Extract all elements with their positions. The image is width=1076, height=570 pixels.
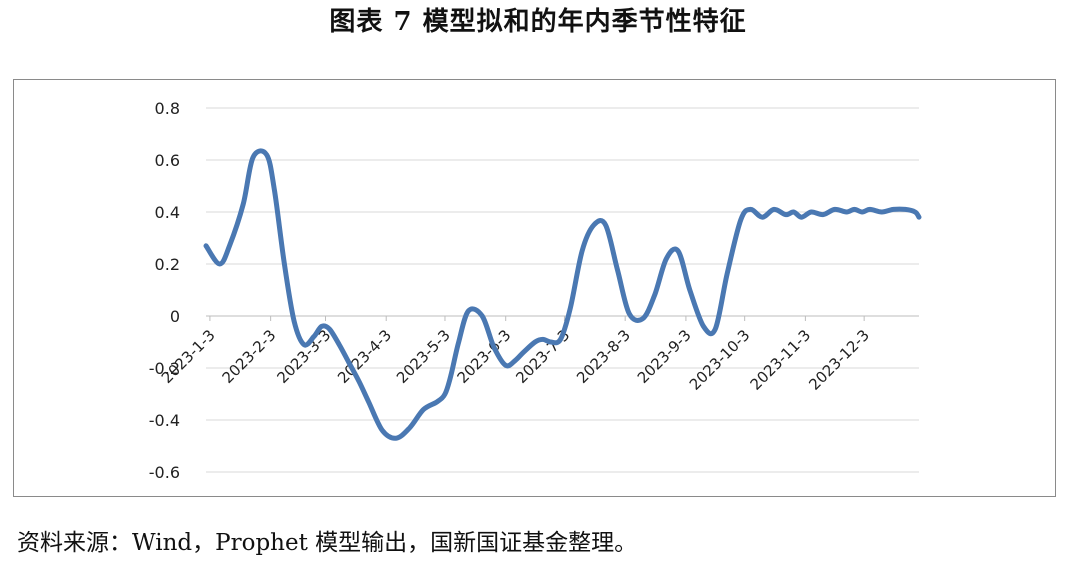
y-axis-ticks: -0.6 -0.4 -0.2 0 0.2 0.4 0.6 0.8 [149, 99, 180, 482]
x-tick-label: 2023-3-3 [273, 326, 334, 387]
y-tick-label: -0.4 [149, 411, 180, 430]
grid-lines [206, 107, 919, 473]
y-tick-label: -0.2 [149, 359, 180, 378]
x-tick-label: 2023-12-3 [805, 326, 873, 394]
chart-title: 图表 7 模型拟和的年内季节性特征 [329, 7, 747, 37]
x-tick-label: 2023-11-3 [747, 326, 815, 394]
chart-frame: -0.6 -0.4 -0.2 0 0.2 0.4 0.6 0.8 2023-1-3 2023-2… [13, 79, 1056, 497]
x-tick-label: 2023-9-3 [634, 326, 695, 387]
y-tick-label: -0.6 [149, 463, 180, 482]
x-tick-label: 2023-1-3 [158, 326, 219, 387]
y-tick-label: 0.6 [155, 151, 180, 170]
y-tick-label: 0.2 [155, 255, 180, 274]
y-tick-label: 0.8 [155, 99, 180, 118]
series-line [203, 148, 922, 441]
x-tick-label: 2023-8-3 [573, 326, 634, 387]
source-note: 资料来源：Wind，Prophet 模型输出，国新国证基金整理。 [17, 530, 638, 556]
x-tick-label: 2023-2-3 [219, 326, 280, 387]
y-tick-label: 0 [170, 307, 180, 326]
x-tick-label: 2023-5-3 [393, 326, 454, 387]
y-tick-label: 0.4 [155, 203, 180, 222]
x-tick-label: 2023-10-3 [686, 326, 754, 394]
line-chart: -0.6 -0.4 -0.2 0 0.2 0.4 0.6 0.8 2023-1-3 2023-2… [149, 99, 922, 482]
